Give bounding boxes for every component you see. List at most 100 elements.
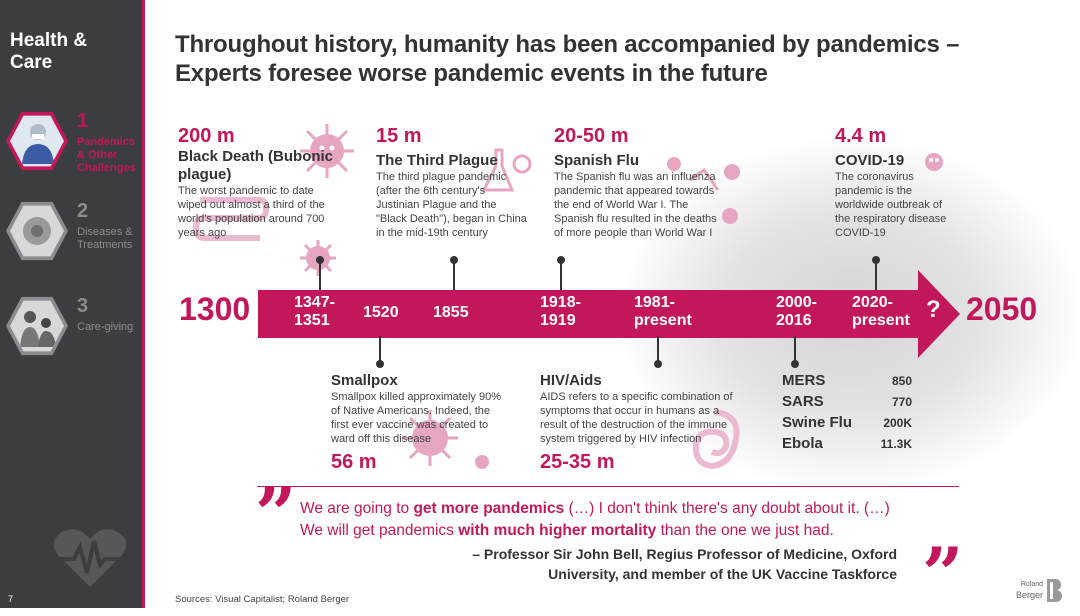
quote-emphasis: with much higher mortality xyxy=(458,522,657,539)
timeline-marker xyxy=(654,360,662,368)
quote-text: (…) I don't think there's any doubt abou… xyxy=(300,500,890,539)
event-third-plague: 15 m The Third Plague The third plague p… xyxy=(376,124,528,240)
event-smallpox: Smallpox Smallpox killed approximately 9… xyxy=(331,372,503,474)
event-death-toll: 56 m xyxy=(331,451,377,473)
virus-icon xyxy=(402,410,458,466)
virus-cluster-icon xyxy=(667,157,740,224)
quote-emphasis: get more pandemics xyxy=(413,500,565,517)
page-title: Throughout history, humanity has been ac… xyxy=(175,31,960,87)
sidebar-item-label: Care-giving xyxy=(77,321,134,333)
event-death-toll: 4.4 m xyxy=(835,125,887,147)
outbreak-deaths: 200K xyxy=(883,415,912,430)
timeline-connector xyxy=(379,336,381,364)
divider xyxy=(257,486,959,487)
outbreak-name: Swine Flu xyxy=(782,414,853,431)
quote-close-icon: ” xyxy=(922,531,964,616)
diseases-hex-image xyxy=(6,201,68,261)
list-item: MERS 850 xyxy=(782,370,912,391)
timeline-arrow xyxy=(258,270,960,358)
intestine-icon xyxy=(692,409,740,470)
sidebar-item-label: Pandemics & Other Challenges xyxy=(77,136,136,174)
event-spanish-flu: 20-50 m Spanish Flu The Spanish flu was … xyxy=(554,124,722,240)
outbreak-deaths: 11.3K xyxy=(880,436,912,451)
event-description: Smallpox killed approximately 90% of Nat… xyxy=(331,391,501,445)
timeline-connector xyxy=(875,260,877,290)
event-name: Spanish Flu xyxy=(554,152,640,169)
timeline-connector xyxy=(657,336,659,364)
outbreak-deaths: 850 xyxy=(891,373,912,388)
event-description: The worst pandemic to date wiped out alm… xyxy=(178,185,325,239)
event-name: Black Death (Bubonic plague) xyxy=(178,148,334,183)
sidebar-item-label: Diseases & Treatments xyxy=(77,226,133,251)
quote-author: – Professor Sir John Bell, Regius Profes… xyxy=(472,546,897,582)
event-hiv-aids: HIV/Aids AIDS refers to a specific combi… xyxy=(540,372,740,474)
sidebar-item-pandemics[interactable]: 1 Pandemics & Other Challenges xyxy=(6,110,141,180)
timeline-marker xyxy=(791,360,799,368)
outbreak-name: SARS xyxy=(782,393,824,410)
quote-text: than the one we just had. xyxy=(656,522,834,539)
timeline-year: 1981-present xyxy=(634,294,692,329)
sidebar-item-caregiving[interactable]: 3 Care-giving xyxy=(6,295,141,365)
event-death-toll: 25-35 m xyxy=(540,451,615,473)
logo-mark-icon xyxy=(1047,579,1062,602)
list-item: Swine Flu 200K xyxy=(782,412,912,433)
outbreak-name: MERS xyxy=(782,372,826,389)
expert-quote: We are going to get more pandemics (…) I… xyxy=(300,498,910,542)
cell-icon xyxy=(23,217,51,245)
list-item: Ebola 11.3K xyxy=(782,433,912,454)
sidebar-item-number: 1 xyxy=(77,110,89,132)
timeline-marker xyxy=(376,360,384,368)
sidebar-item-number: 3 xyxy=(77,295,89,317)
timeline-connector xyxy=(794,336,796,364)
list-item: SARS 770 xyxy=(782,391,912,412)
event-death-toll: 15 m xyxy=(376,125,422,147)
recent-outbreaks-list: MERS 850 SARS 770 Swine Flu 200K Ebola 11.3K xyxy=(782,370,912,454)
event-description: The coronavirus pandemic is the worldwid… xyxy=(835,171,947,239)
quote-text: We are going to xyxy=(300,500,414,517)
event-name: HIV/Aids xyxy=(540,372,602,389)
event-name: The Third Plague xyxy=(376,152,498,169)
timeline-year: 2020-present xyxy=(852,294,910,329)
sidebar-title: Health & Care xyxy=(10,30,88,73)
timeline-end-year: 2050 xyxy=(966,291,1038,327)
quote-open-icon: ” xyxy=(255,471,297,556)
virus-icon xyxy=(475,455,489,469)
logo-text: Roland xyxy=(1020,581,1043,588)
sidebar-item-diseases[interactable]: 2 Diseases & Treatments xyxy=(6,200,141,270)
timeline-year: 2000-2016 xyxy=(776,294,817,329)
logo-text: Berger xyxy=(1015,590,1043,600)
event-description: The Spanish flu was an influenza pandemi… xyxy=(554,171,717,239)
event-death-toll: 20-50 m xyxy=(554,125,629,147)
sources-note: Sources: Visual Capitalist; Roland Berge… xyxy=(175,594,350,605)
sidebar: Health & Care 1 Pandemics & Other Challe… xyxy=(0,0,145,608)
timeline-connector xyxy=(453,260,455,290)
timeline-year: 1918-1919 xyxy=(540,294,581,329)
masked-doctor-icon xyxy=(22,124,54,164)
outbreak-deaths: 770 xyxy=(891,394,912,409)
event-name: Smallpox xyxy=(331,372,398,389)
page-number: 7 xyxy=(8,594,14,604)
intestine-icon xyxy=(192,197,270,241)
timeline-connector xyxy=(319,260,321,290)
timeline-unknown-mark: ? xyxy=(926,296,941,323)
caregiver-icon xyxy=(20,311,56,347)
event-covid-19: 4.4 m COVID-19 The coronavirus pandemic … xyxy=(835,124,953,240)
outbreak-name: Ebola xyxy=(782,435,823,452)
caregiving-hex-image xyxy=(6,296,68,356)
timeline-year: 1855 xyxy=(433,304,469,321)
heart-rate-icon xyxy=(50,527,130,594)
event-description: AIDS refers to a specific combination of… xyxy=(540,391,733,445)
sidebar-item-number: 2 xyxy=(77,200,89,222)
event-death-toll: 200 m xyxy=(178,125,235,147)
timeline-start-year: 1300 xyxy=(179,291,251,327)
timeline-year: 1347-1351 xyxy=(294,294,335,329)
event-black-death: 200 m Black Death (Bubonic plague) The w… xyxy=(178,124,338,240)
lab-flask-icon xyxy=(481,148,532,192)
event-name: COVID-19 xyxy=(835,152,905,169)
timeline-year: 1520 xyxy=(363,304,399,321)
event-description: The third plague pandemic (after the 6th… xyxy=(376,171,527,239)
timeline-connector xyxy=(560,260,562,290)
pandemics-hex-image xyxy=(6,111,68,171)
roland-berger-logo: Roland Berger xyxy=(1008,578,1063,604)
virus-icon xyxy=(925,153,943,171)
